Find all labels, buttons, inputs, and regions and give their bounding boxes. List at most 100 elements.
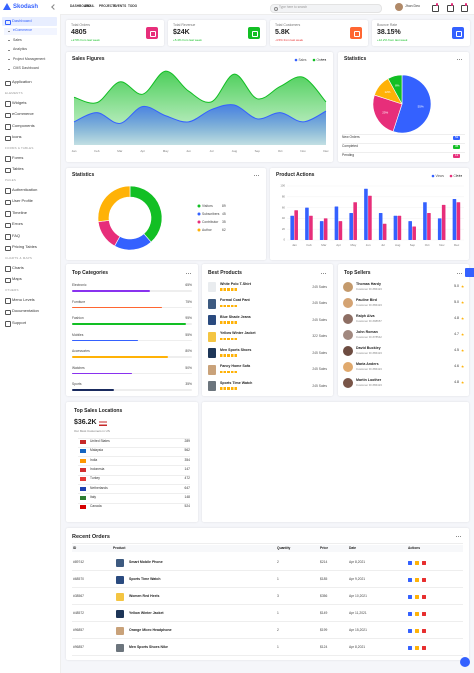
product-name[interactable]: Fancy Home Sofa (220, 364, 251, 368)
product-name[interactable]: Sports Time Watch (220, 380, 253, 385)
menu-item[interactable]: Widgets (2, 99, 57, 108)
seller-name[interactable]: Ralph Alva (356, 314, 375, 318)
side-tab[interactable] (465, 268, 474, 277)
menu-item[interactable]: User Profile (2, 197, 57, 206)
nav-link[interactable]: PROJECTS (99, 4, 117, 8)
action-icon[interactable] (415, 561, 419, 565)
logo-icon (3, 3, 11, 10)
nav-link[interactable]: EMAIL (84, 4, 95, 8)
seller-name[interactable]: Martin Loother (356, 378, 382, 382)
action-icon[interactable] (415, 646, 419, 650)
topbar-icon[interactable] (432, 4, 439, 12)
action-icon[interactable] (408, 578, 412, 582)
menu-item[interactable]: Authentication (2, 186, 57, 195)
action-icon[interactable] (408, 595, 412, 599)
topbar-icon[interactable] (447, 4, 454, 12)
search-box[interactable]: Type here to search (270, 3, 382, 13)
rating-star (461, 285, 465, 288)
menu-item[interactable]: Dashboard (2, 17, 57, 26)
action-icon[interactable] (415, 595, 419, 599)
country-name: India (90, 457, 98, 462)
menu-item[interactable]: Tables (2, 165, 57, 174)
product-name[interactable]: Men Sports Shoes (220, 347, 252, 352)
more-menu[interactable] (321, 272, 327, 275)
more-menu[interactable] (457, 58, 463, 61)
action-icon[interactable] (422, 595, 426, 599)
more-menu[interactable] (456, 535, 462, 538)
scroll-top-button[interactable] (460, 657, 470, 667)
seller-name[interactable]: Maria Anders (356, 362, 379, 366)
menu-item[interactable]: FAQ (2, 232, 57, 241)
action-icon[interactable] (422, 612, 426, 616)
more-menu[interactable] (186, 272, 192, 275)
menu-item[interactable]: Pricing Tables (2, 243, 57, 252)
action-icon[interactable] (422, 578, 426, 582)
product-name[interactable]: Orange Micro Headphone (129, 628, 172, 632)
nav-link[interactable]: EVENTS (113, 4, 127, 8)
menu-item[interactable]: Application (2, 78, 57, 87)
menu-item[interactable]: Components (2, 122, 57, 131)
menu-item[interactable]: Errors (2, 220, 57, 229)
product-name[interactable]: Yellow Winter Jacket (220, 331, 256, 335)
seller-name[interactable]: Thomas Hardy (356, 282, 381, 286)
action-icon[interactable] (422, 646, 426, 650)
sidebar-toggle[interactable] (51, 4, 57, 10)
user-avatar[interactable] (395, 3, 403, 11)
nav-link[interactable]: TODO (128, 4, 138, 8)
menu-item[interactable]: Support (2, 319, 57, 328)
flag (80, 486, 86, 491)
menu-item[interactable]: Maps (2, 275, 57, 284)
more-menu[interactable] (457, 272, 463, 275)
action-icon[interactable] (408, 646, 412, 650)
submenu-item[interactable]: eCommerce (4, 27, 57, 35)
product-name[interactable]: Men Sports Shoes Nike (129, 645, 168, 649)
user-name[interactable]: Jhon Deo (405, 4, 420, 8)
submenu-item[interactable]: Sales (4, 37, 57, 44)
product-name[interactable]: Formal Coat Pant (220, 298, 250, 302)
rating-stars (220, 387, 238, 390)
product-name[interactable]: Smart Mobile Phone (129, 560, 163, 564)
menu-item[interactable]: Charts (2, 264, 57, 273)
menu-icon (5, 167, 11, 173)
more-menu[interactable] (457, 174, 463, 177)
country-value: 562 (184, 448, 190, 453)
submenu-item[interactable]: Project Management (4, 56, 57, 63)
seller-name[interactable]: John Roman (356, 330, 378, 334)
product-name[interactable]: Yellow Winter Jacket (129, 611, 164, 615)
category-label: 75% (185, 299, 192, 304)
submenu-item[interactable]: CMS Dashboard (4, 66, 57, 73)
menu-item[interactable]: Icons (2, 133, 57, 142)
product-name[interactable]: Sports Time Watch (129, 577, 161, 581)
action-icon[interactable] (408, 629, 412, 633)
dot (323, 273, 324, 274)
menu-item[interactable]: Timeline (2, 209, 57, 218)
action-icon[interactable] (415, 578, 419, 582)
more-menu[interactable] (254, 174, 260, 177)
product-name[interactable]: Women Red Heels (129, 594, 160, 598)
menu-item[interactable]: Forms (2, 154, 57, 163)
menu-item[interactable]: eCommerce (2, 110, 57, 119)
seller-name[interactable]: Pauline Bird (356, 298, 377, 302)
menu-icon (5, 309, 11, 315)
product-name[interactable]: White Polo T-Shirt (220, 281, 251, 286)
topbar-icon[interactable] (461, 4, 468, 12)
action-icon[interactable] (415, 629, 419, 633)
action-icon[interactable] (422, 561, 426, 565)
menu-item[interactable]: Documentation (2, 307, 57, 316)
action-icon[interactable] (415, 612, 419, 616)
action-icon[interactable] (408, 561, 412, 565)
submenu-item[interactable]: Analytics (4, 47, 57, 54)
menu-section-title: PAGES (5, 177, 17, 182)
product-name[interactable]: Blue Shade Jeans (220, 314, 251, 319)
dot (323, 59, 324, 60)
nav-link[interactable]: DASHBOARD (70, 4, 91, 8)
table-header: Date (349, 546, 357, 550)
category-name: Furniture (72, 299, 86, 304)
menu-item[interactable]: Menu Levels (2, 296, 57, 305)
menu-label: eCommerce (12, 111, 34, 117)
more-menu[interactable] (321, 58, 327, 61)
seller-name[interactable]: David Buckley (356, 346, 381, 350)
dot (186, 273, 187, 274)
action-icon[interactable] (422, 629, 426, 633)
action-icon[interactable] (408, 612, 412, 616)
